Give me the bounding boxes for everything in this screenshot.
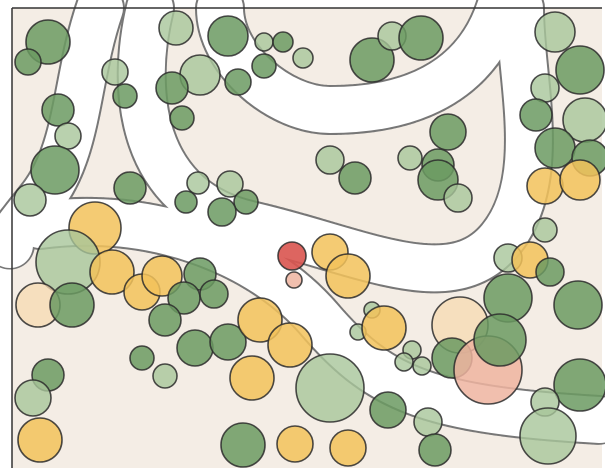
tree (158, 10, 194, 46)
tree (397, 145, 423, 171)
tree (369, 391, 407, 429)
tree (254, 32, 274, 52)
path-fill (0, 0, 605, 443)
tree (237, 297, 283, 343)
tree (174, 190, 198, 214)
tree (209, 323, 247, 361)
tree (113, 171, 147, 205)
tree (30, 145, 80, 195)
tree (413, 407, 443, 437)
tree (216, 170, 244, 198)
tree (349, 37, 395, 83)
tree (285, 271, 303, 289)
tree (267, 322, 313, 368)
tree (54, 122, 82, 150)
paths (0, 0, 605, 445)
tree (155, 71, 189, 105)
tree (295, 353, 365, 423)
tree (532, 217, 558, 243)
tree (199, 279, 229, 309)
tree (535, 257, 565, 287)
tree (473, 313, 527, 367)
tree (555, 45, 605, 95)
tree (553, 358, 605, 412)
tree (519, 98, 553, 132)
tree (519, 407, 577, 465)
tree (220, 422, 266, 468)
tree (526, 167, 564, 205)
tree (148, 303, 182, 337)
tree (169, 105, 195, 131)
tree (207, 15, 249, 57)
tree (559, 159, 601, 201)
tree (315, 145, 345, 175)
tree (534, 127, 576, 169)
tree (101, 58, 129, 86)
tree (186, 171, 210, 195)
frame (11, 7, 602, 468)
tree (429, 113, 467, 151)
tree (553, 280, 603, 330)
tree (251, 53, 277, 79)
tree (207, 197, 237, 227)
tree (14, 48, 42, 76)
tree (229, 355, 275, 401)
tree (129, 345, 155, 371)
tree (233, 189, 259, 215)
tree (112, 83, 138, 109)
tree (398, 15, 444, 61)
tree (276, 425, 314, 463)
tree (418, 433, 452, 467)
tree (272, 31, 294, 53)
tree (14, 379, 52, 417)
tree (338, 161, 372, 195)
tree (534, 11, 576, 53)
tree (412, 356, 432, 376)
tree (176, 329, 214, 367)
trees (13, 10, 605, 468)
tree (443, 183, 473, 213)
tree (277, 241, 307, 271)
tree (17, 417, 63, 463)
tree (329, 429, 367, 467)
tree (292, 47, 314, 69)
tree (361, 305, 407, 351)
tree (49, 282, 95, 328)
tree (394, 352, 414, 372)
tree (89, 249, 135, 295)
tree (141, 255, 183, 297)
tree (530, 73, 560, 103)
tree (224, 68, 252, 96)
tree (152, 363, 178, 389)
tree (41, 93, 75, 127)
tree (13, 183, 47, 217)
tree (325, 253, 371, 299)
